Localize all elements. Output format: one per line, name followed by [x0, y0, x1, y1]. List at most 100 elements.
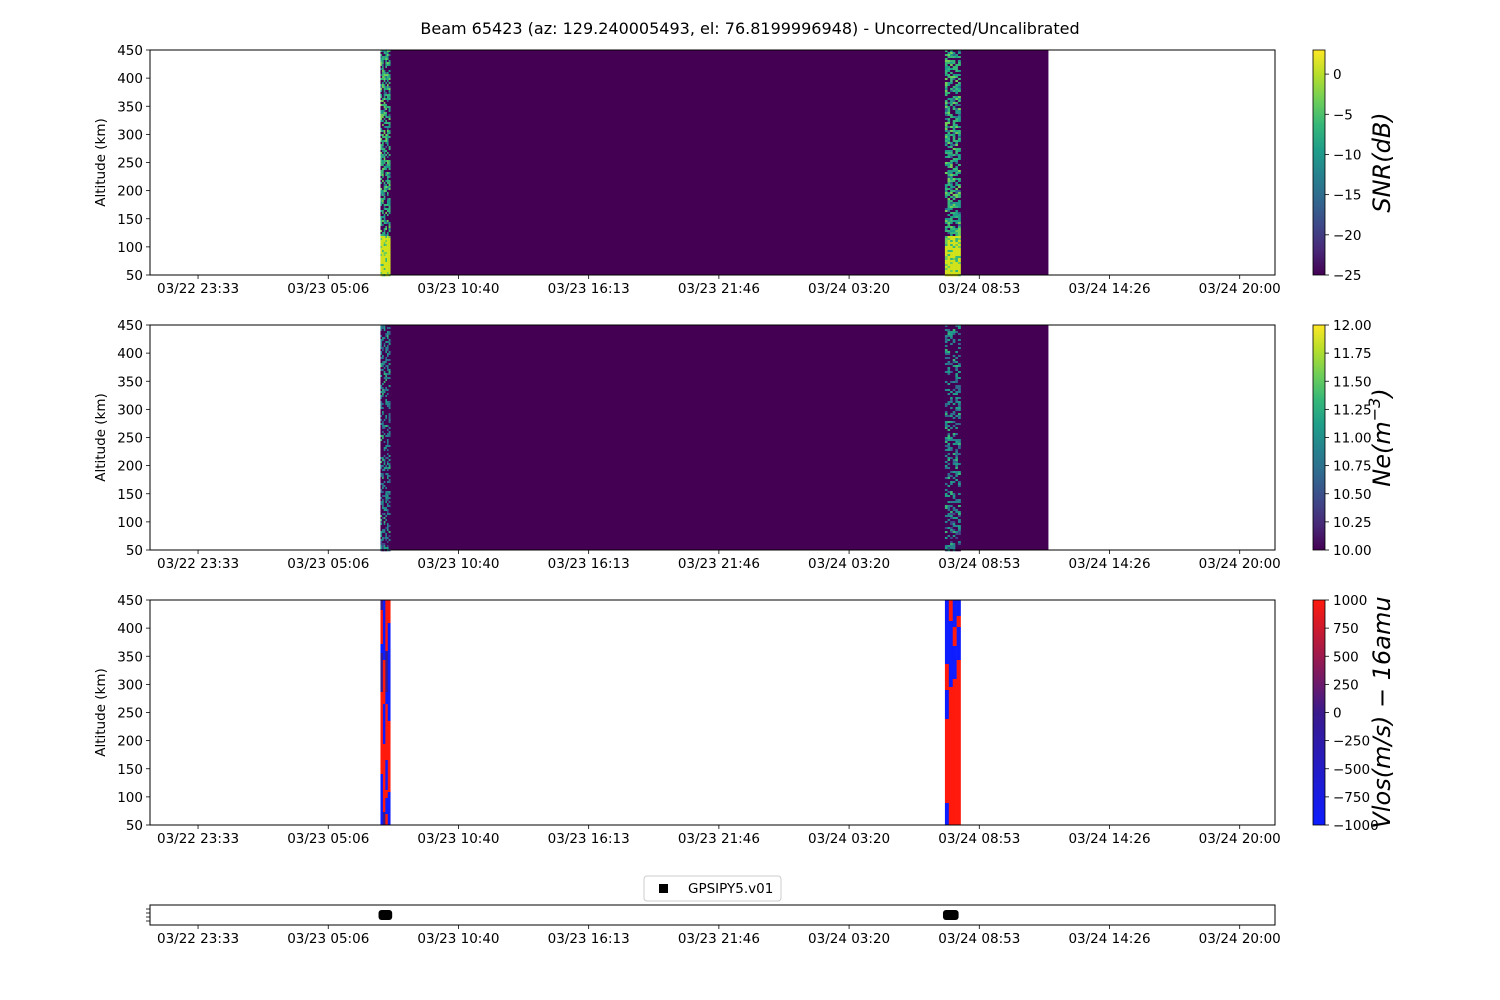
heatmap-cell: [952, 483, 956, 486]
heatmap-cell: [385, 465, 388, 468]
heatmap-cell: [947, 429, 951, 432]
heatmap-cell: [382, 264, 385, 267]
heatmap-cell: [386, 369, 389, 372]
heatmap-cell: [952, 425, 956, 428]
heatmap-cell: [385, 429, 388, 432]
heatmap-cell: [952, 54, 956, 57]
heatmap-cell: [957, 66, 961, 69]
heatmap-cell: [944, 110, 948, 113]
heatmap-cell: [947, 363, 951, 366]
heatmap-cell: [952, 142, 956, 145]
heatmap-cell: [383, 170, 386, 173]
heatmap-cell: [383, 525, 386, 528]
heatmap-cell: [950, 108, 954, 111]
heatmap-cell: [947, 367, 951, 370]
heatmap-cell: [388, 116, 391, 119]
heatmap-cell: [947, 166, 951, 169]
heatmap-cell: [955, 156, 959, 159]
heatmap-cell: [385, 180, 388, 183]
y-tick-label: 350: [117, 99, 143, 115]
heatmap-cell: [385, 509, 388, 512]
heatmap-cell: [952, 116, 956, 119]
heatmap-cell: [950, 160, 954, 163]
heatmap-cell: [955, 337, 959, 340]
heatmap-cell: [382, 132, 385, 135]
heatmap-cell: [955, 248, 959, 251]
heatmap-cell: [957, 230, 961, 233]
heatmap-cell: [947, 485, 951, 488]
heatmap-cell: [385, 78, 388, 81]
heatmap-cell: [380, 533, 383, 536]
heatmap-cell: [947, 537, 951, 540]
heatmap-cell: [955, 463, 959, 466]
heatmap-cell: [957, 473, 961, 476]
heatmap-cell: [380, 190, 383, 193]
heatmap-cell: [944, 401, 948, 404]
heatmap-cell: [957, 429, 961, 432]
heatmap-cell: [382, 106, 385, 109]
heatmap-cell: [947, 533, 951, 536]
heatmap-cell: [950, 94, 954, 97]
heatmap-cell: [382, 333, 385, 336]
y-tick-label: 250: [117, 706, 143, 722]
heatmap-cell: [388, 232, 391, 235]
heatmap-cell: [947, 202, 951, 205]
heatmap-cell: [385, 258, 388, 261]
heatmap-cell: [380, 445, 383, 448]
heatmap-cell: [944, 445, 948, 448]
heatmap-cell: [947, 473, 951, 476]
heatmap-cell: [380, 543, 383, 546]
heatmap-cell: [382, 270, 385, 273]
heatmap-cell: [388, 441, 391, 444]
heatmap-cell: [380, 435, 383, 438]
heatmap-cell: [957, 459, 961, 462]
heatmap-cell: [955, 126, 959, 129]
heatmap-cell: [950, 371, 954, 374]
heatmap-cell: [385, 613, 389, 651]
heatmap-cell: [380, 415, 383, 418]
heatmap-cell: [955, 539, 959, 542]
heatmap-cell: [383, 475, 386, 478]
heatmap-cell: [950, 527, 954, 530]
heatmap-cell: [952, 355, 956, 358]
heatmap-cell: [383, 529, 386, 532]
heatmap-cell: [383, 98, 386, 101]
heatmap-cell: [382, 521, 385, 524]
heatmap-cell: [947, 124, 951, 127]
heatmap-cell: [383, 54, 386, 57]
heatmap-cell: [944, 537, 948, 540]
heatmap-cell: [944, 212, 948, 215]
heatmap-cell: [388, 252, 391, 255]
heatmap-cell: [944, 329, 948, 332]
heatmap-cell: [383, 132, 386, 135]
x-tick-label: 03/24 14:26: [1068, 831, 1150, 847]
heatmap-cell: [957, 523, 961, 526]
x-tick-label: 03/23 21:46: [678, 556, 760, 572]
heatmap-cell: [383, 413, 386, 416]
heatmap-cell: [957, 108, 961, 111]
heatmap-cell: [957, 80, 961, 83]
heatmap-cell: [955, 519, 959, 522]
heatmap-cell: [947, 349, 951, 352]
heatmap-cell: [952, 144, 956, 147]
heatmap-cell: [382, 130, 385, 133]
heatmap-cell: [380, 186, 383, 189]
heatmap-cell: [947, 335, 951, 338]
heatmap-cell: [386, 140, 389, 143]
heatmap-cell: [947, 266, 951, 269]
heatmap-cell: [950, 535, 954, 538]
heatmap-cell: [947, 56, 951, 59]
heatmap-cell: [947, 246, 951, 249]
heatmap-cell: [383, 112, 386, 115]
heatmap-cell: [383, 393, 386, 396]
heatmap-cell: [386, 184, 389, 187]
heatmap-cell: [947, 523, 951, 526]
heatmap-cell: [382, 198, 385, 201]
heatmap-cell: [947, 433, 951, 436]
heatmap-cell: [947, 391, 951, 394]
heatmap-cell: [382, 325, 385, 328]
x-tick-label: 03/23 05:06: [287, 831, 369, 847]
heatmap-cell: [380, 188, 383, 191]
heatmap-background: [380, 50, 1049, 275]
heatmap-cell: [386, 266, 389, 269]
